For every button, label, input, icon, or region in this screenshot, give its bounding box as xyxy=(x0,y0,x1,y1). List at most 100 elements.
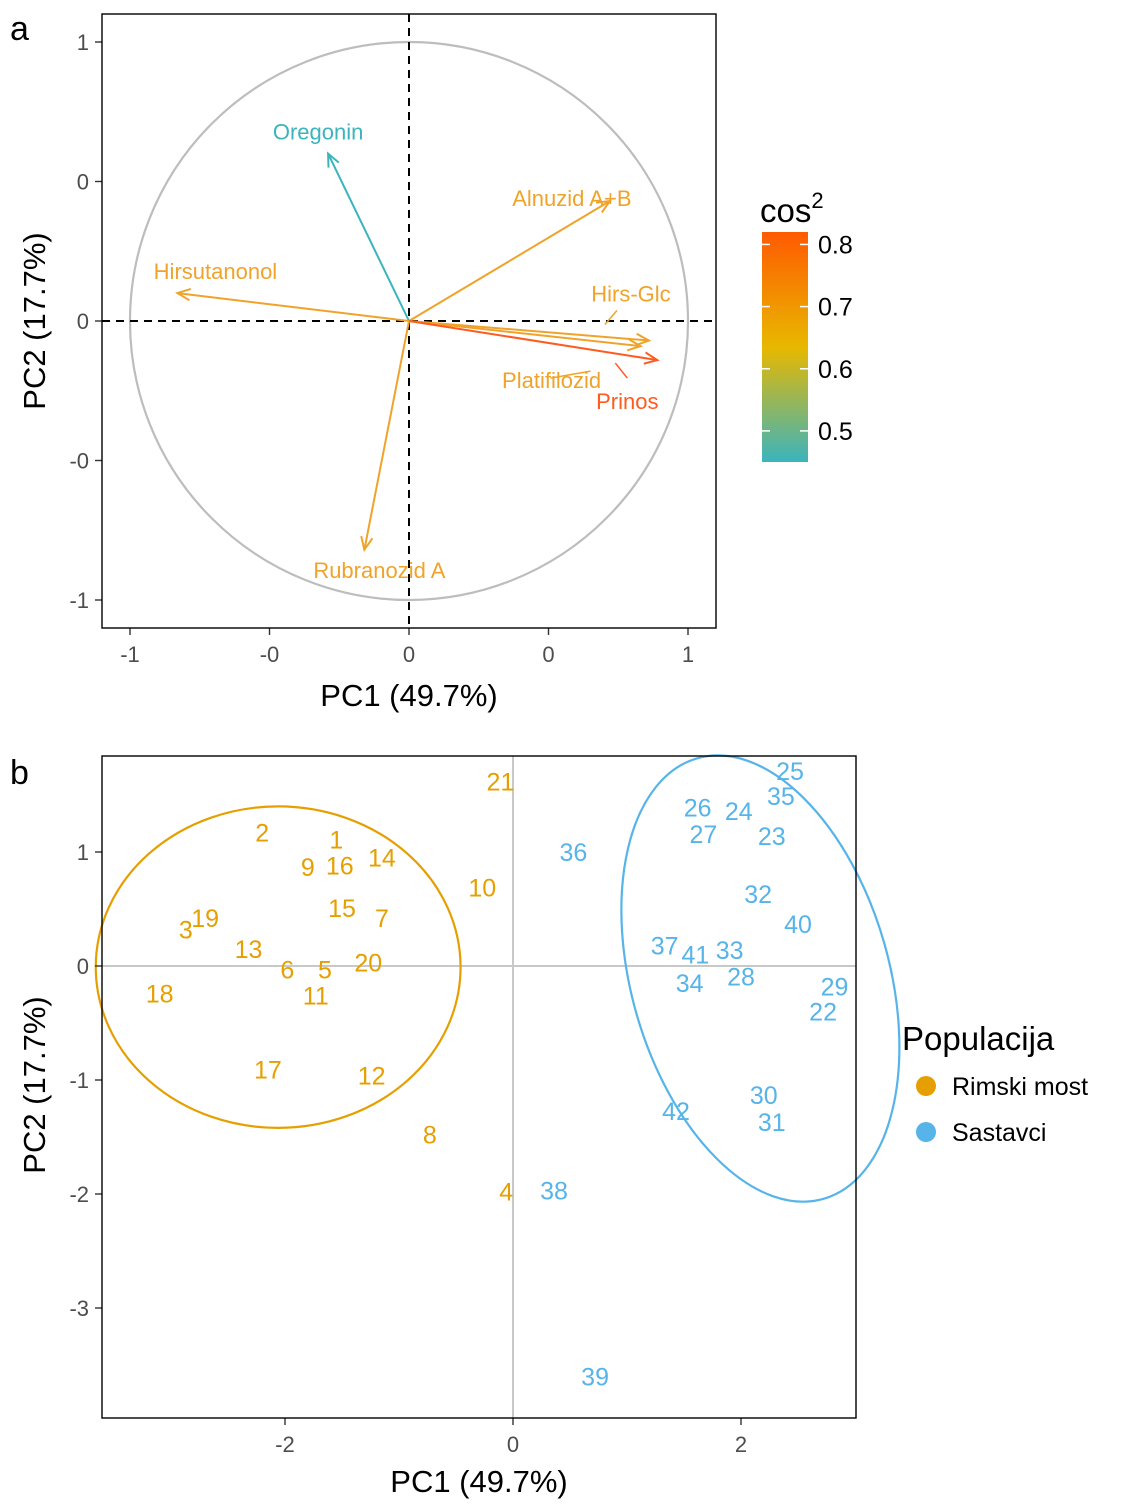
point-label-8: 8 xyxy=(423,1122,437,1150)
arrow-label-rubranozid-a: Rubranozid A xyxy=(313,558,445,583)
panel-b-tag: b xyxy=(10,754,29,792)
colorbar-tick-label: 0.6 xyxy=(818,356,853,384)
colorbar-title-base: cos xyxy=(760,192,811,229)
x-tick-label: 0 xyxy=(507,1432,519,1457)
arrow-alnuzid-a-b xyxy=(408,200,611,322)
arrow-rubranozid-a xyxy=(363,320,410,550)
point-label-35: 35 xyxy=(767,783,795,811)
population-legend: Populacija Rimski most Sastavci xyxy=(902,1020,1088,1147)
point-label-3: 3 xyxy=(179,917,193,945)
arrow-label-oregonin: Oregonin xyxy=(273,120,364,145)
panel-a-tag: a xyxy=(10,10,29,48)
point-label-34: 34 xyxy=(676,970,704,998)
arrow-prinos xyxy=(408,320,658,362)
leader-prinos xyxy=(614,362,628,379)
x-tick-label: -1 xyxy=(120,642,140,667)
legend-label-rimski-most: Rimski most xyxy=(952,1073,1088,1101)
point-label-40: 40 xyxy=(784,911,812,939)
point-label-5: 5 xyxy=(318,956,332,984)
point-label-33: 33 xyxy=(716,937,744,965)
point-label-24: 24 xyxy=(725,798,753,826)
arrowhead-oregonin xyxy=(327,151,340,168)
point-label-28: 28 xyxy=(727,963,755,991)
y-tick-label: 1 xyxy=(77,30,89,55)
point-label-1: 1 xyxy=(329,826,343,854)
y-tick-label: 0 xyxy=(77,170,89,195)
point-label-38: 38 xyxy=(540,1178,568,1206)
point-label-12: 12 xyxy=(358,1062,386,1090)
point-label-13: 13 xyxy=(235,936,263,964)
point-label-10: 10 xyxy=(468,874,496,902)
panel-b-individuals-plot: b 12345678910111213141516171819202122232… xyxy=(10,754,1088,1499)
legend-label-sastavci: Sastavci xyxy=(952,1119,1046,1147)
point-label-21: 21 xyxy=(487,768,515,796)
point-label-15: 15 xyxy=(328,895,356,923)
point-label-32: 32 xyxy=(744,881,772,909)
colorbar-tick-label: 0.5 xyxy=(818,418,853,446)
arrow-hirsutanonol xyxy=(177,292,410,322)
panel-a-frame xyxy=(101,13,717,629)
y-tick-label: -2 xyxy=(69,1182,89,1207)
y-tick-label: 1 xyxy=(77,840,89,865)
x-tick-label: 0 xyxy=(542,642,554,667)
y-tick-label: -1 xyxy=(69,1068,89,1093)
point-label-37: 37 xyxy=(651,932,679,960)
point-label-9: 9 xyxy=(301,854,315,882)
point-label-22: 22 xyxy=(809,999,837,1027)
panel-b-frame xyxy=(101,755,857,1419)
arrow-label-prinos: Prinos xyxy=(596,389,658,414)
y-tick-label: 0 xyxy=(77,309,89,334)
colorbar-title-sup: 2 xyxy=(811,188,823,213)
point-label-2: 2 xyxy=(255,820,269,848)
leader-platifilozid xyxy=(550,370,591,379)
arrowhead-rubranozid-a xyxy=(360,535,374,553)
legend-title: Populacija xyxy=(902,1020,1055,1057)
panel-a-y-axis-title: PC2 (17.7%) xyxy=(17,232,52,409)
x-tick-label: -2 xyxy=(275,1432,295,1457)
point-label-7: 7 xyxy=(375,905,389,933)
arrow-oregonin xyxy=(327,153,410,322)
point-label-36: 36 xyxy=(560,839,588,867)
point-label-27: 27 xyxy=(689,821,717,849)
point-label-20: 20 xyxy=(354,950,382,978)
legend-key-sastavci xyxy=(916,1122,936,1142)
x-tick-label: 0 xyxy=(403,642,415,667)
point-label-11: 11 xyxy=(303,983,329,1011)
leader-hirs-glc xyxy=(604,310,618,326)
y-tick-label: -0 xyxy=(69,449,89,474)
point-label-30: 30 xyxy=(750,1082,778,1110)
point-label-23: 23 xyxy=(758,823,786,851)
point-label-16: 16 xyxy=(326,853,354,881)
point-label-25: 25 xyxy=(776,758,804,786)
x-tick-label: 2 xyxy=(735,1432,747,1457)
arrow-label-hirsutanonol: Hirsutanonol xyxy=(154,259,278,284)
x-tick-label: -0 xyxy=(260,642,280,667)
y-tick-label: -1 xyxy=(69,588,89,613)
point-label-26: 26 xyxy=(684,795,712,823)
point-label-31: 31 xyxy=(758,1109,786,1137)
point-label-39: 39 xyxy=(581,1363,609,1391)
point-label-18: 18 xyxy=(146,980,174,1008)
panel-b-y-axis-title: PC2 (17.7%) xyxy=(17,996,52,1173)
point-label-14: 14 xyxy=(368,845,396,873)
point-label-6: 6 xyxy=(280,956,294,984)
y-tick-label: -3 xyxy=(69,1296,89,1321)
arrow-label-hirs-glc: Hirs-Glc xyxy=(591,282,670,307)
cos2-colorbar: cos2 0.8 0.7 0.6 0.5 xyxy=(760,188,853,462)
arrow-label-alnuzid-a-b: Alnuzid A+B xyxy=(512,186,631,211)
panel-b-x-axis-title: PC1 (49.7%) xyxy=(390,1464,567,1499)
point-label-41: 41 xyxy=(681,942,709,970)
arrow-platifilozid xyxy=(408,320,641,348)
arrowhead-hirs-glc xyxy=(635,332,652,347)
legend-key-rimski-most xyxy=(916,1076,936,1096)
arrowhead-alnuzid-a-b xyxy=(595,199,612,214)
colorbar-tick-label: 0.8 xyxy=(818,231,853,259)
y-tick-label: 0 xyxy=(77,954,89,979)
confidence-ellipse-rimski-most xyxy=(94,805,462,1129)
x-tick-label: 1 xyxy=(682,642,694,667)
arrowhead-prinos xyxy=(643,351,660,365)
point-label-29: 29 xyxy=(821,974,849,1002)
point-label-19: 19 xyxy=(191,905,219,933)
arrow-label-platifilozid: Platifilozid xyxy=(502,368,601,393)
